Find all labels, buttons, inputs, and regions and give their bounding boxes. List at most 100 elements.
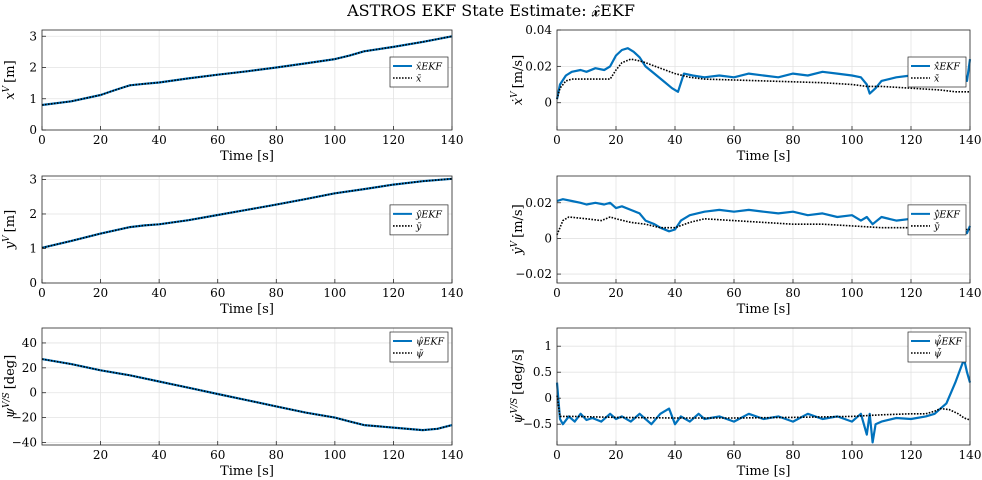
x-axis-label: Time [s] bbox=[220, 464, 274, 479]
series-line-estimate bbox=[556, 198, 972, 235]
y-tick-label: 1 bbox=[29, 241, 37, 255]
series-line-estimate bbox=[555, 47, 972, 100]
x-tick-label: 80 bbox=[269, 448, 284, 462]
legend-entry-label: ȳ bbox=[415, 221, 422, 232]
x-tick-label: 20 bbox=[608, 133, 623, 147]
x-tick-label: 60 bbox=[210, 448, 225, 462]
legend-box bbox=[389, 204, 449, 236]
y-tick-label: 0 bbox=[544, 391, 552, 405]
chart-heading-rate: 0 20 40 60 80 100 120 140 −0.5 0 0.5 1 Time [s] ψ̇V/S… bbox=[510, 327, 981, 479]
axes-box bbox=[556, 29, 971, 131]
legend-entry-label: ψ̂EKF bbox=[416, 337, 444, 348]
x-tick-label: 60 bbox=[210, 133, 225, 147]
plot-area bbox=[42, 328, 452, 445]
series-line-reference bbox=[556, 58, 970, 100]
y-axis-label: xV[m] bbox=[2, 60, 18, 99]
legend-box bbox=[389, 331, 449, 363]
y-tick-label: 3 bbox=[29, 29, 37, 43]
x-tick-label: 140 bbox=[959, 286, 982, 300]
x-tick-label: 120 bbox=[382, 133, 405, 147]
x-tick-label: 0 bbox=[38, 286, 46, 300]
legend-box bbox=[907, 331, 967, 363]
y-axis-label: ẏV[m/s] bbox=[510, 204, 526, 255]
y-tick-label: 0.04 bbox=[525, 23, 552, 37]
plot-area bbox=[557, 30, 970, 130]
x-axis-label: Time [s] bbox=[737, 464, 791, 479]
x-tick-label: 140 bbox=[441, 448, 464, 462]
legend-box bbox=[907, 56, 967, 88]
axes-box bbox=[556, 175, 971, 284]
x-tick-label: 40 bbox=[667, 286, 682, 300]
chart-heading: 20 40 60 80 100 120 140 −40 −20 0 20 40 Time [s] ψV/S… bbox=[2, 327, 464, 479]
chart-x-velocity: 0 20 40 60 80 100 120 140 0 0.02 0.04 Time [s] ẋV[m/… bbox=[510, 23, 981, 164]
y-tick-label: 0 bbox=[544, 231, 552, 245]
y-tick-label: 3 bbox=[29, 172, 37, 186]
y-tick-label: 0 bbox=[544, 96, 552, 110]
x-tick-label: 20 bbox=[93, 448, 108, 462]
figure-title: ASTROS EKF State Estimate: 𝔁̂EKF bbox=[0, 1, 982, 21]
x-tick-label: 100 bbox=[323, 286, 346, 300]
y-tick-label: 0 bbox=[29, 123, 37, 137]
series-line-reference bbox=[556, 395, 971, 421]
plot-area bbox=[557, 328, 970, 445]
x-tick-label: 20 bbox=[608, 286, 623, 300]
x-tick-label: 40 bbox=[152, 133, 167, 147]
x-tick-label: 80 bbox=[785, 286, 800, 300]
legend-entry-label: ψ̄ bbox=[416, 349, 424, 360]
x-tick-label: 80 bbox=[269, 133, 284, 147]
y-tick-label: 2 bbox=[29, 61, 37, 75]
x-tick-label: 120 bbox=[900, 133, 923, 147]
y-axis-label: yV[m] bbox=[2, 210, 18, 250]
legend-entry-label: x̂EKF bbox=[416, 62, 442, 73]
x-tick-label: 80 bbox=[785, 448, 800, 462]
x-tick-label: 100 bbox=[841, 286, 864, 300]
x-tick-label: 20 bbox=[93, 286, 108, 300]
x-tick-label: 140 bbox=[441, 133, 464, 147]
x-tick-label: 60 bbox=[210, 286, 225, 300]
figure-title-text: ASTROS EKF State Estimate: 𝔁̂EKF bbox=[347, 1, 635, 20]
y-tick-label: 0.5 bbox=[533, 365, 552, 379]
legend-entry-label: ψ̇̂EKF bbox=[934, 335, 962, 348]
x-tick-label: 60 bbox=[726, 286, 741, 300]
chart-x-position: 0 20 40 60 80 100 120 140 0 1 2 3 Time [s] xV[m] x̂EKF… bbox=[2, 29, 463, 164]
y-tick-label: 0 bbox=[29, 276, 37, 290]
legend-entry-label: ẏ̂EKF bbox=[933, 209, 960, 220]
legend-entry-label: ẏ̄ bbox=[933, 221, 940, 232]
x-tick-label: 80 bbox=[269, 286, 284, 300]
y-tick-label: 1 bbox=[29, 92, 37, 106]
axes-box bbox=[41, 29, 453, 131]
series-line-reference bbox=[556, 216, 970, 236]
x-tick-label: 60 bbox=[726, 448, 741, 462]
axes-box bbox=[556, 327, 971, 446]
y-tick-label: 0.02 bbox=[525, 59, 552, 73]
y-tick-label: 1 bbox=[544, 339, 552, 353]
x-tick-label: 120 bbox=[900, 448, 923, 462]
y-axis-label: ψV/S[deg] bbox=[2, 355, 18, 418]
x-tick-label: 40 bbox=[152, 448, 167, 462]
y-tick-label: 0.02 bbox=[525, 196, 552, 210]
x-tick-label: 140 bbox=[959, 133, 982, 147]
x-tick-label: 40 bbox=[152, 286, 167, 300]
x-tick-label: 0 bbox=[553, 448, 561, 462]
x-tick-label: 120 bbox=[382, 286, 405, 300]
x-tick-label: 0 bbox=[553, 133, 561, 147]
y-tick-label: 20 bbox=[22, 361, 37, 375]
x-tick-label: 20 bbox=[608, 448, 623, 462]
axes-box bbox=[41, 175, 453, 284]
legend-entry-label: ẋ̂EKF bbox=[934, 62, 960, 73]
x-axis-label: Time [s] bbox=[737, 149, 791, 164]
plot-area bbox=[557, 176, 970, 283]
legend-box bbox=[907, 204, 967, 236]
legend-entry-label: ẋ̄ bbox=[934, 74, 940, 85]
x-tick-label: 140 bbox=[441, 286, 464, 300]
x-axis-label: Time [s] bbox=[220, 302, 274, 317]
series-line-reference bbox=[41, 35, 453, 106]
legend-entry-label: ψ̇̄ bbox=[934, 348, 942, 359]
y-tick-label: −40 bbox=[12, 436, 37, 450]
y-tick-label: −20 bbox=[12, 411, 37, 425]
